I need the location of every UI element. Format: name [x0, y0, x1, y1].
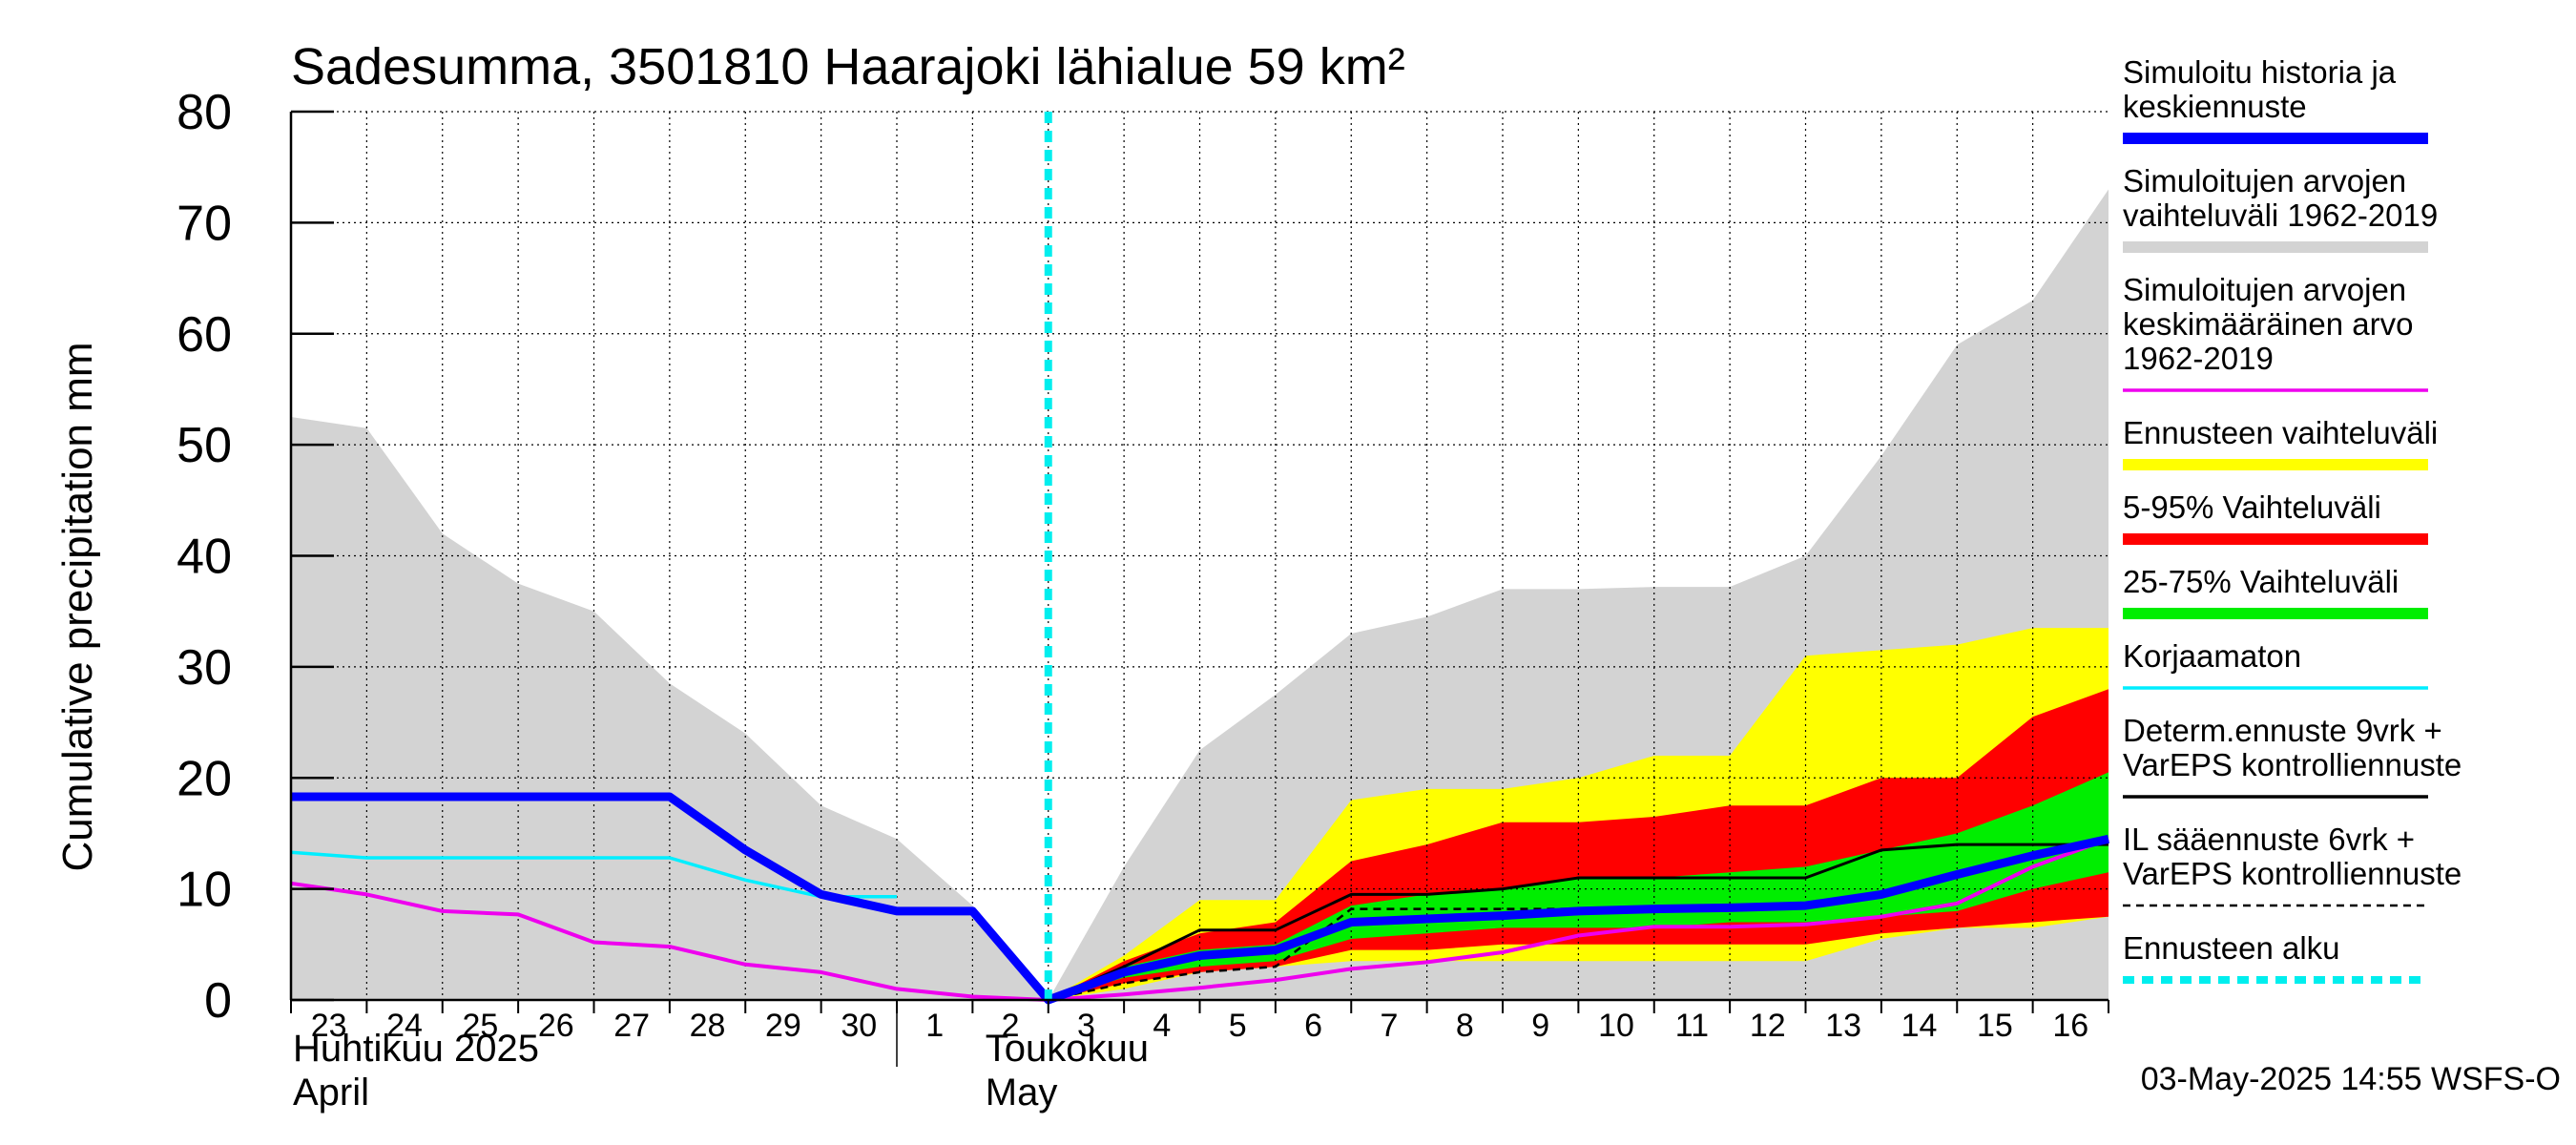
x-tick-label: 30: [841, 1008, 877, 1044]
legend-label: VarEPS kontrolliennuste: [2123, 747, 2462, 782]
x-tick-label: 7: [1380, 1008, 1398, 1044]
x-tick-label: 14: [1901, 1008, 1938, 1044]
legend-label: VarEPS kontrolliennuste: [2123, 856, 2462, 891]
legend-label: Simuloitu historia ja: [2123, 54, 2397, 90]
legend-label: keskiennuste: [2123, 89, 2307, 124]
x-tick-label: 29: [765, 1008, 801, 1044]
month-label-en: May: [986, 1072, 1058, 1114]
x-tick-label: 23: [311, 1008, 347, 1044]
x-tick-label: 26: [538, 1008, 574, 1044]
x-tick-label: 9: [1531, 1008, 1549, 1044]
legend-label: Ennusteen alku: [2123, 930, 2340, 966]
x-tick-label: 12: [1750, 1008, 1786, 1044]
legend-label: Determ.ennuste 9vrk +: [2123, 713, 2442, 748]
x-tick-label: 1: [925, 1008, 944, 1044]
y-tick-label: 70: [177, 196, 232, 251]
chart-title: Sadesumma, 3501810 Haarajoki lähialue 59…: [291, 38, 1405, 95]
legend-label: Korjaamaton: [2123, 638, 2301, 674]
legend-label: IL sääennuste 6vrk +: [2123, 822, 2415, 857]
legend-label: 1962-2019: [2123, 341, 2274, 376]
y-tick-label: 60: [177, 307, 232, 363]
legend-label: 5-95% Vaihteluväli: [2123, 489, 2381, 525]
series-simuloitu-historia-ja-keskiennuste: [291, 792, 2109, 1005]
x-tick-label: 24: [386, 1008, 423, 1044]
month-label-en: April: [293, 1072, 369, 1114]
legend-label: vaihteluväli 1962-2019: [2123, 198, 2438, 233]
x-tick-label: 13: [1825, 1008, 1861, 1044]
footer-timestamp: 03-May-2025 14:55 WSFS-O: [2141, 1061, 2561, 1097]
y-tick-label: 40: [177, 530, 232, 585]
series-determ-ennuste-9vrk-vareps-kontrolliennuste: [1048, 843, 2109, 1002]
x-tick-label: 2: [1002, 1008, 1020, 1044]
x-tick-label: 10: [1598, 1008, 1634, 1044]
y-tick-label: 10: [177, 863, 232, 918]
month-label: Huhtikuu 2025: [293, 1028, 539, 1070]
y-tick-label: 0: [204, 973, 232, 1029]
x-tick-label: 11: [1675, 1008, 1709, 1044]
y-tick-label: 30: [177, 640, 232, 696]
x-tick-label: 8: [1456, 1008, 1474, 1044]
y-axis-label: Cumulative precipitation mm: [54, 342, 101, 871]
series-simuloitujen-arvojen-keskim-r-inen-arvo-1962-2019: [290, 837, 2109, 1002]
legend-label: 25-75% Vaihteluväli: [2123, 564, 2399, 599]
x-tick-label: 27: [613, 1008, 650, 1044]
x-tick-label: 16: [2052, 1008, 2088, 1044]
y-tick-label: 20: [177, 751, 232, 806]
x-tick-label: 6: [1304, 1008, 1322, 1044]
x-tick-label: 15: [1977, 1008, 2013, 1044]
x-tick-label: 25: [463, 1008, 499, 1044]
x-tick-label: 5: [1229, 1008, 1247, 1044]
legend-label: Simuloitujen arvojen: [2123, 163, 2406, 198]
month-label: Toukokuu: [986, 1028, 1149, 1070]
x-tick-label: 3: [1077, 1008, 1095, 1044]
legend-label: Ennusteen vaihteluväli: [2123, 415, 2438, 450]
x-tick-label: 4: [1153, 1008, 1171, 1044]
x-tick-label: 28: [690, 1008, 726, 1044]
y-tick-label: 80: [177, 85, 232, 140]
y-tick-label: 50: [177, 418, 232, 473]
legend-label: Simuloitujen arvojen: [2123, 272, 2406, 307]
series-korjaamaton: [290, 850, 897, 899]
legend-label: keskimääräinen arvo: [2123, 306, 2413, 342]
